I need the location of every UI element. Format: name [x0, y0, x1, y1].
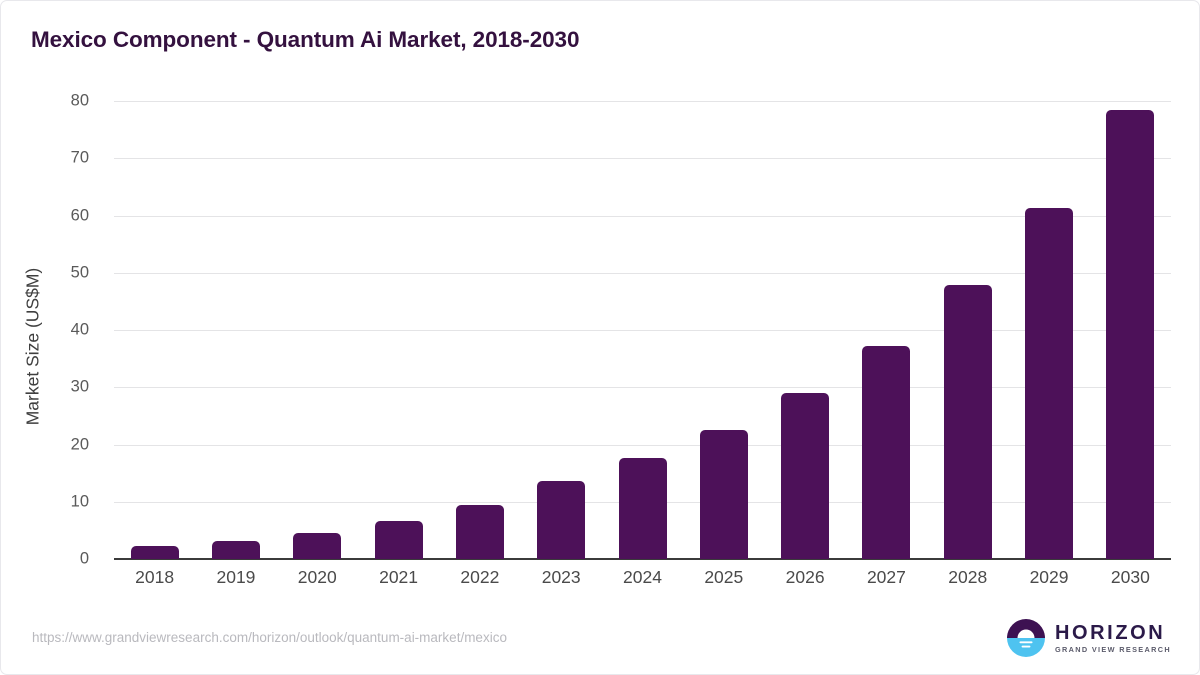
bar-group[interactable]: [1025, 101, 1074, 559]
bar[interactable]: [1106, 110, 1155, 559]
x-axis-line: [114, 558, 1171, 560]
bar[interactable]: [781, 392, 830, 559]
plot-area: [114, 101, 1171, 560]
bar-group[interactable]: [699, 101, 748, 559]
bar-group[interactable]: [537, 101, 586, 559]
x-axis-tick-label: 2025: [704, 567, 744, 587]
y-axis-tick-label: 80: [70, 91, 89, 110]
horizon-sunrise-icon: [1006, 619, 1045, 657]
x-axis: 2018 2019 2020 2021 2022 2023 2024 2025 2026 2027…: [114, 567, 1171, 597]
bar-group[interactable]: [130, 101, 179, 559]
page-title: Mexico Component - Quantum Ai Market, 20…: [31, 27, 580, 52]
bar[interactable]: [537, 480, 586, 559]
bar[interactable]: [862, 346, 911, 559]
gridline: [114, 101, 1171, 102]
bar-group[interactable]: [943, 101, 992, 559]
bar-group[interactable]: [455, 101, 504, 559]
y-axis-tick-label: 60: [70, 206, 89, 224]
y-axis-tick-label: 0: [79, 549, 89, 568]
x-axis-tick-label: 2019: [216, 567, 256, 587]
x-axis-tick-label: 2026: [785, 567, 825, 587]
x-axis-tick-label: 2020: [297, 567, 337, 587]
bar-group[interactable]: [1106, 101, 1155, 559]
x-axis-tick-label: 2023: [541, 567, 581, 587]
bar[interactable]: [618, 458, 667, 559]
x-axis-tick-label: 2027: [866, 567, 906, 587]
bar[interactable]: [293, 533, 342, 559]
x-axis-tick-label: 2022: [460, 567, 500, 587]
gridline: [114, 330, 1171, 331]
y-axis: Market Size (US$M) 0 10 20 30 40 50 60 70 80: [1, 92, 101, 568]
x-axis-tick-label: 2028: [948, 567, 988, 587]
y-axis-tick-label: 30: [70, 377, 89, 396]
y-axis-tick-label: 20: [70, 435, 89, 453]
y-axis-tick-label: 50: [70, 263, 89, 282]
bar[interactable]: [374, 520, 423, 559]
y-axis-tick-label: 70: [70, 148, 89, 167]
y-axis-tick-label: 10: [70, 492, 89, 511]
x-axis-tick-label: 2021: [379, 567, 419, 587]
x-axis-tick-label: 2018: [135, 567, 175, 587]
bar[interactable]: [1025, 207, 1074, 559]
horizon-logo: HORIZON GRAND VIEW RESEARCH: [1006, 618, 1171, 658]
source-url: https://www.grandviewresearch.com/horizo…: [32, 630, 507, 645]
bar[interactable]: [455, 505, 504, 559]
bar[interactable]: [943, 285, 992, 559]
logo-wordmark: HORIZON: [1054, 621, 1166, 644]
gridline: [114, 158, 1171, 160]
x-axis-tick-label: 2029: [1029, 567, 1069, 587]
gridline: [114, 272, 1171, 274]
bar[interactable]: [130, 545, 179, 559]
gridline: [114, 387, 1171, 389]
bar-group[interactable]: [211, 101, 260, 559]
y-axis-title: Market Size (US$M): [22, 267, 43, 426]
bar-group[interactable]: [781, 101, 830, 559]
y-axis-tick-label: 40: [70, 320, 89, 339]
bar[interactable]: [211, 540, 260, 559]
x-axis-tick-label: 2030: [1110, 567, 1150, 587]
logo-tagline: GRAND VIEW RESEARCH: [1054, 644, 1171, 654]
bar-group[interactable]: [862, 101, 911, 559]
x-axis-tick-label: 2024: [623, 567, 662, 587]
bar-group[interactable]: [293, 101, 342, 559]
gridline: [114, 444, 1171, 446]
bar-group[interactable]: [374, 101, 423, 559]
bar[interactable]: [699, 430, 748, 559]
gridline: [114, 215, 1171, 217]
bar-group[interactable]: [618, 101, 667, 559]
logo-text: HORIZON GRAND VIEW RESEARCH: [1055, 623, 1171, 653]
